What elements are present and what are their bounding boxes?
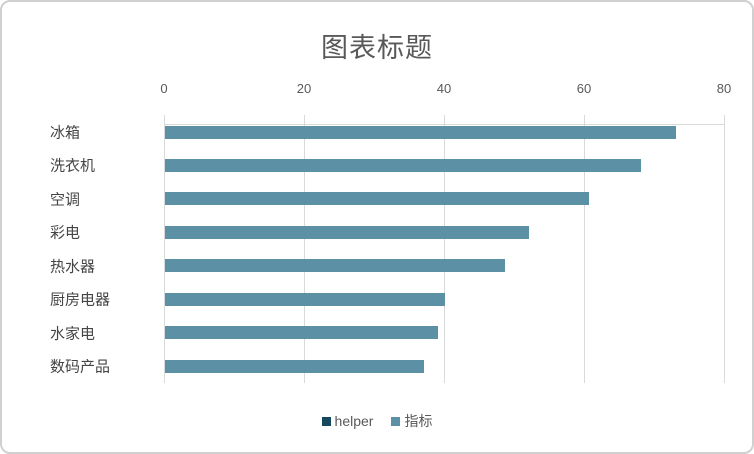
legend-item: helper	[321, 413, 374, 429]
bar-冰箱	[165, 125, 676, 139]
bar-数码产品	[165, 359, 424, 373]
category-label: 洗衣机	[50, 157, 96, 175]
axis-tick-label: 60	[576, 81, 592, 96]
category-label: 厨房电器	[50, 291, 111, 309]
legend-swatch-icon	[391, 416, 401, 426]
category-label: 空调	[50, 191, 81, 209]
legend-label: helper	[334, 413, 374, 429]
axis-tick-label: 80	[716, 81, 732, 96]
category-label: 水家电	[50, 325, 96, 343]
category-label: 冰箱	[50, 124, 81, 142]
axis-tick-label: 0	[160, 81, 168, 96]
bar-水家电	[165, 326, 438, 340]
bar-彩电	[165, 225, 529, 239]
bar-热水器	[165, 259, 505, 273]
gridline	[304, 124, 305, 383]
gridline	[444, 124, 445, 383]
axis-tick-label: 40	[436, 81, 452, 96]
gridline	[584, 124, 585, 383]
gridline	[164, 124, 165, 383]
gridline	[724, 124, 725, 383]
bar-空调	[165, 192, 589, 206]
axis-tick-mark	[724, 115, 725, 124]
axis-tick-mark	[164, 115, 165, 124]
legend-swatch-icon	[321, 416, 331, 426]
bar-厨房电器	[165, 292, 445, 306]
bar-洗衣机	[165, 158, 641, 172]
axis-tick-mark	[444, 115, 445, 124]
axis-tick-label: 20	[296, 81, 312, 96]
category-label: 彩电	[50, 224, 81, 242]
axis-tick-mark	[304, 115, 305, 124]
chart-title: 图表标题	[321, 33, 433, 63]
axis-tick-mark	[584, 115, 585, 124]
legend-item: 指标	[391, 411, 432, 431]
legend-label: 指标	[404, 413, 433, 429]
category-label: 热水器	[50, 258, 96, 276]
category-label: 数码产品	[50, 358, 111, 376]
legend: helper 指标	[2, 411, 752, 431]
